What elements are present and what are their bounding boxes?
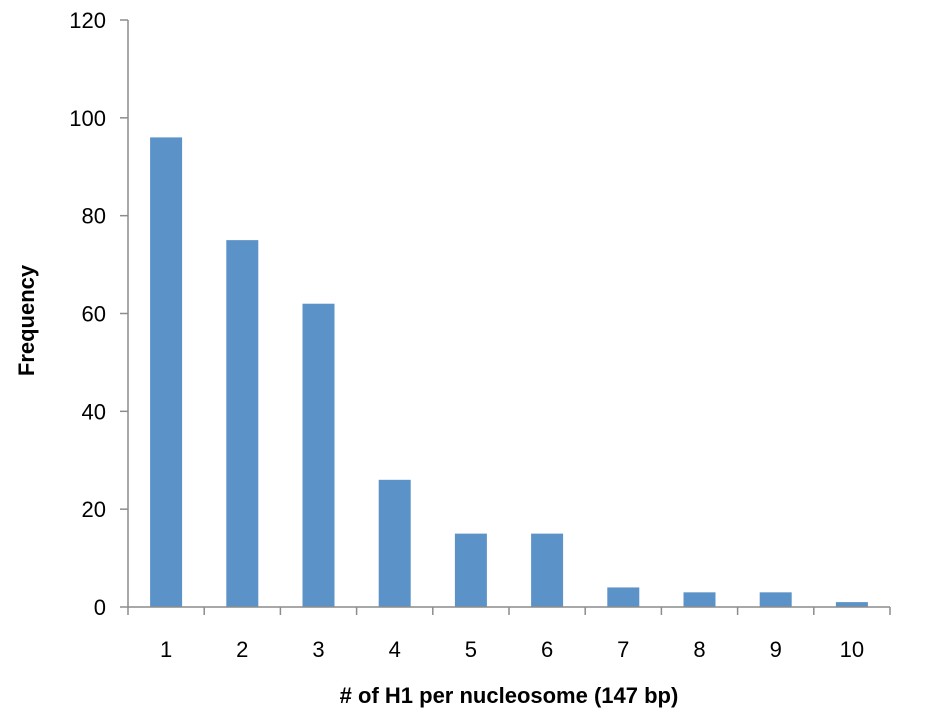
bar-series [150,137,868,607]
y-tick-label: 100 [69,106,106,131]
x-tick-label: 6 [541,637,553,662]
bar-4 [378,479,411,607]
x-tick-label: 7 [617,637,629,662]
x-tick-label: 3 [312,637,324,662]
y-tick-label: 20 [82,497,106,522]
y-axis-ticks: 0 20 40 60 80 100 120 [69,8,128,620]
x-axis-ticks: 1 2 3 4 5 6 7 8 9 10 [127,607,891,662]
y-tick-label: 60 [82,302,106,327]
x-tick-label: 5 [465,637,477,662]
bar-3 [302,303,335,607]
y-tick-label: 40 [82,399,106,424]
y-tick-label: 0 [94,595,106,620]
x-tick-label: 10 [840,637,864,662]
y-tick-label: 80 [82,204,106,229]
bar-2 [226,240,259,607]
x-tick-label: 2 [236,637,248,662]
bar-10 [835,602,868,607]
bar-7 [607,587,640,607]
bar-5 [454,533,487,607]
bar-9 [759,592,792,607]
x-axis-title: # of H1 per nucleosome (147 bp) [340,683,679,708]
y-axis-title: Frequency [14,264,39,376]
bar-6 [531,533,564,607]
bar-1 [150,137,183,607]
bar-8 [683,592,716,607]
x-tick-label: 8 [693,637,705,662]
x-tick-label: 1 [160,637,172,662]
x-tick-label: 9 [770,637,782,662]
x-tick-label: 4 [389,637,401,662]
y-tick-label: 120 [69,8,106,33]
